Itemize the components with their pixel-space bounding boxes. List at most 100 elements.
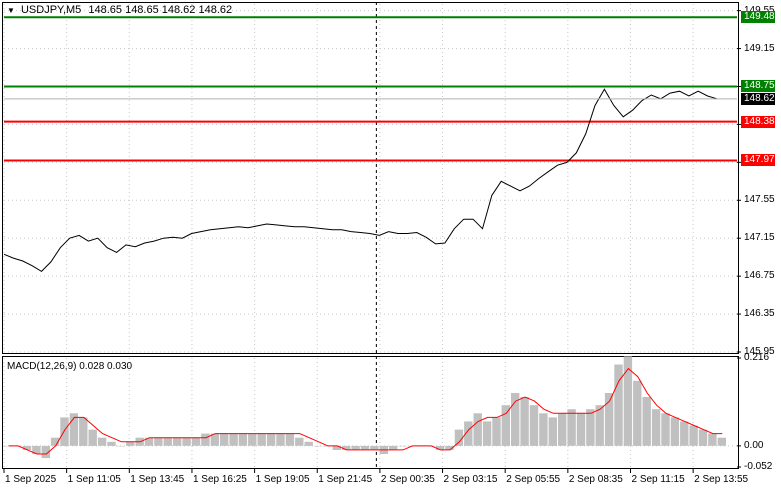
macd-histogram-bar — [708, 433, 717, 446]
macd-histogram-bar — [313, 445, 323, 447]
macd-histogram-bar — [69, 413, 79, 446]
macd-histogram-bar — [50, 437, 60, 446]
macd-histogram-bar — [464, 421, 473, 446]
chart-title: ▼ USDJPY,M5 148.65 148.65 148.62 148.62 — [7, 4, 232, 16]
time-tick-label: 2 Sep 00:35 — [380, 474, 435, 485]
macd-histogram-bar — [473, 413, 482, 446]
macd-histogram-bar — [126, 441, 135, 446]
macd-histogram-bar — [60, 417, 69, 446]
macd-histogram-bar — [257, 433, 266, 446]
time-tick-label: 2 Sep 05:55 — [506, 474, 561, 485]
macd-histogram-bar — [604, 393, 614, 446]
macd-histogram-bar — [370, 445, 379, 450]
time-tick-label: 1 Sep 16:25 — [192, 474, 247, 485]
macd-histogram-bar — [107, 441, 116, 446]
level-price-tag: 147.97 — [741, 154, 775, 167]
macd-pane[interactable] — [2, 356, 739, 469]
macd-histogram-bar — [4, 445, 13, 447]
macd-histogram-bar — [492, 417, 501, 446]
macd-histogram-bar — [661, 413, 670, 446]
macd-histogram-bar — [398, 445, 407, 447]
macd-histogram-bar — [285, 433, 295, 446]
macd-tick-label: -0.052 — [744, 461, 773, 472]
macd-histogram-bar — [680, 421, 689, 446]
macd-histogram-bar — [248, 433, 257, 446]
macd-histogram-bar — [88, 429, 97, 446]
time-tick-label: 2 Sep 03:15 — [443, 474, 498, 485]
symbol-timeframe: USDJPY,M5 — [20, 4, 82, 16]
price-tick-label: 147.55 — [744, 194, 775, 206]
macd-histogram-bar — [304, 441, 313, 446]
level-price-tag: 149.48 — [741, 11, 775, 24]
macd-histogram-bar — [539, 413, 548, 446]
current-price-tag: 148.62 — [741, 92, 775, 105]
macd-histogram-bar — [698, 429, 708, 446]
time-tick-label: 1 Sep 13:45 — [130, 474, 185, 485]
macd-tick-label: 0.216 — [744, 352, 770, 363]
macd-title: MACD(12,26,9) 0.028 0.030 — [7, 361, 133, 372]
macd-histogram-bar — [163, 437, 172, 446]
macd-histogram-bar — [586, 409, 595, 446]
macd-histogram-bar — [229, 433, 238, 446]
macd-histogram-bar — [332, 445, 341, 450]
level-price-tag: 148.38 — [741, 115, 775, 128]
macd-histogram-bar — [351, 445, 360, 450]
time-tick-label: 2 Sep 13:55 — [694, 474, 749, 485]
macd-histogram-bar — [614, 364, 623, 446]
macd-histogram-bar — [389, 445, 398, 450]
macd-histogram-bar — [482, 421, 492, 446]
macd-histogram-bar — [501, 405, 510, 446]
macd-histogram-bar — [360, 445, 370, 450]
triangle-down-icon[interactable]: ▼ — [7, 6, 15, 15]
macd-histogram-bar — [520, 397, 529, 446]
macd-histogram-bar — [435, 445, 445, 450]
macd-histogram-bar — [633, 380, 642, 446]
macd-histogram-bar — [210, 433, 219, 446]
macd-histogram-bar — [342, 445, 351, 450]
price-tick-label: 146.75 — [744, 270, 775, 282]
macd-histogram-bar — [295, 437, 304, 446]
macd-histogram-bar — [201, 433, 210, 446]
macd-histogram-bar — [79, 417, 88, 446]
time-tick-label: 1 Sep 11:05 — [67, 474, 121, 485]
time-tick-label: 1 Sep 21:45 — [318, 474, 373, 485]
macd-histogram-bar — [144, 437, 154, 446]
macd-histogram-bar — [41, 445, 50, 459]
macd-signal-line — [8, 367, 723, 455]
macd-histogram-bar — [116, 445, 126, 447]
time-tick-label: 2 Sep 08:35 — [568, 474, 623, 485]
macd-histogram-bar — [238, 433, 248, 446]
macd-histogram-bar — [670, 417, 680, 446]
price-tick-label: 146.35 — [744, 308, 775, 320]
time-tick-label: 1 Sep 19:05 — [255, 474, 310, 485]
macd-histogram-bar — [32, 445, 41, 454]
price-line — [3, 88, 718, 273]
macd-histogram-bar — [689, 425, 698, 446]
ohlc-values: 148.65 148.65 148.62 148.62 — [88, 4, 233, 16]
price-pane[interactable] — [2, 2, 739, 354]
price-tick-label: 149.15 — [744, 42, 775, 54]
macd-histogram-bar — [595, 405, 604, 446]
macd-tick-label: 0.00 — [744, 439, 764, 451]
macd-histogram-bar — [567, 409, 576, 446]
macd-histogram-bar — [558, 413, 567, 446]
macd-histogram-bar — [454, 429, 464, 446]
time-tick-label: 1 Sep 2025 — [5, 474, 57, 485]
time-tick-label: 2 Sep 11:15 — [631, 474, 685, 485]
macd-histogram-bar — [717, 437, 726, 446]
price-tick-label: 149.55 — [744, 4, 775, 16]
macd-histogram-bar — [276, 433, 285, 446]
macd-histogram-bar — [173, 437, 182, 446]
macd-histogram-bar — [511, 393, 520, 446]
macd-histogram-bar — [22, 445, 32, 450]
macd-histogram-bar — [548, 417, 557, 446]
price-tick-label: 147.15 — [744, 232, 775, 244]
macd-histogram-bar — [642, 397, 651, 446]
macd-histogram-bar — [529, 405, 539, 446]
macd-histogram-bar — [220, 433, 229, 446]
price-tick-label: 145.95 — [744, 346, 775, 357]
macd-histogram-bar — [266, 433, 276, 446]
macd-histogram-bar — [97, 437, 107, 446]
